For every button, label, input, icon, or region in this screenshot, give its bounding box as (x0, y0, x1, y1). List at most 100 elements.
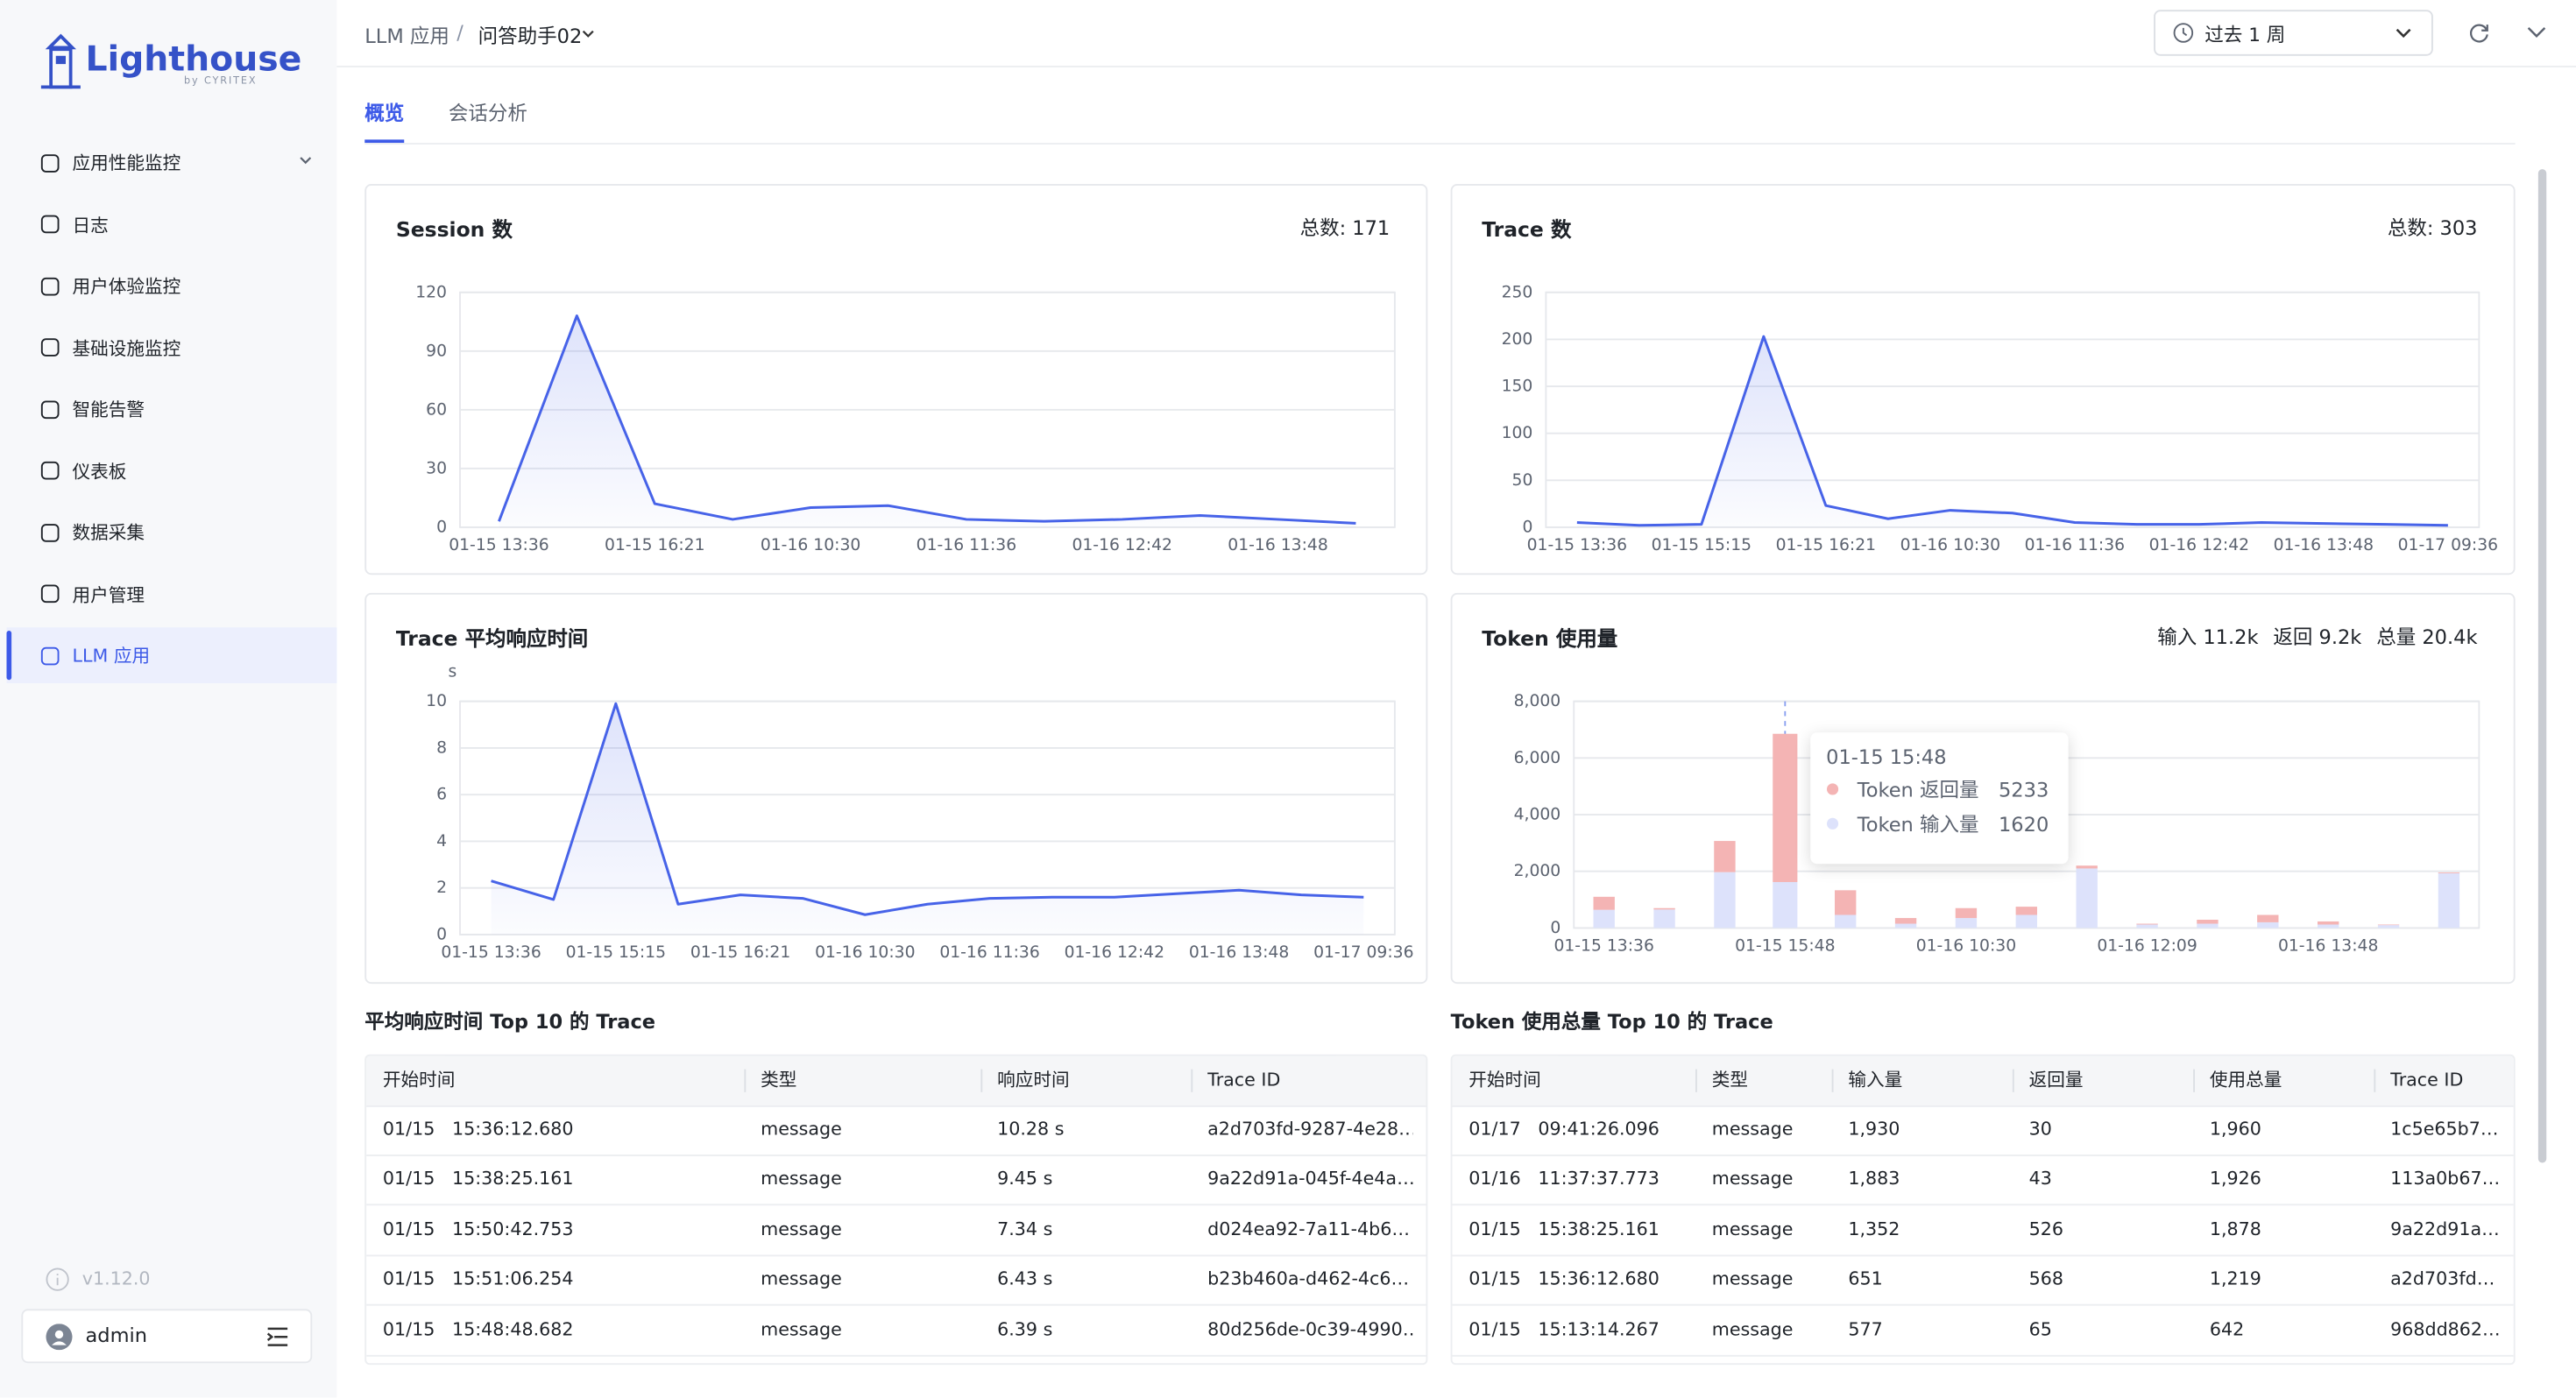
column-header: 响应时间 (997, 1069, 1070, 1091)
x-tick-label: 01-16 10:30 (761, 536, 860, 554)
table-row[interactable]: 01/15 15:38:25.161 message 1,352 526 1,878 9a… (1452, 1205, 2514, 1256)
user-box[interactable]: admin (21, 1309, 313, 1364)
summary-item: 总数: 171 (1299, 216, 1391, 240)
bar (2438, 872, 2460, 928)
menu-item[interactable]: 基础设施监控 (7, 320, 337, 376)
tab-sessions[interactable]: 会话分析 (448, 102, 527, 125)
tooltip-value: 1620 (1998, 812, 2049, 836)
bar (1653, 909, 1675, 928)
y-tick-label: 90 (426, 342, 447, 360)
menu-label: 智能告警 (72, 399, 145, 420)
chart-title: Trace 数 (1482, 216, 1572, 242)
table-cell: 01/15 15:36:12.680 (382, 1118, 574, 1140)
menu-item[interactable]: 用户体验监控 (7, 258, 337, 314)
table-row[interactable]: 01/15 15:36:12.680 message 10.28 s a2d703fd… (366, 1105, 1426, 1156)
summary-item: 总量 20.4k (2376, 625, 2478, 649)
y-tick-label: 10 (426, 692, 447, 710)
y-tick-label: 0 (1522, 518, 1532, 536)
chart: 0 50 100 150 200 250 01-15 13:36 01-15 15:15 01-… (1502, 283, 2499, 554)
column-separator (1695, 1069, 1697, 1092)
menu-label: LLM 应用 (72, 645, 151, 667)
sidebar: Lighthouse by CYRITEX 应用性能监控 日志用户体验监控 基础设施… (0, 0, 337, 1398)
menu-item[interactable]: LLM 应用 (6, 627, 337, 683)
x-tick-label: 01-17 09:36 (1313, 943, 1413, 962)
table-cell: 01/15 15:50:42.753 (382, 1218, 574, 1240)
table-cell: 30 (2028, 1118, 2052, 1140)
table-cell: 6.43 s (997, 1267, 1053, 1290)
table-row[interactable]: 01/15 15:50:42.753 message 7.34 s d024ea92-… (366, 1205, 1426, 1256)
tab-overview[interactable]: 概览 (364, 102, 405, 125)
table: 开始时间 类型 响应时间 Trace ID 01/15 15:36:12.680 mess… (364, 1054, 1428, 1366)
table-cell: 1,930 (1848, 1118, 1900, 1140)
x-tick-label: 01-16 10:30 (1900, 536, 2000, 554)
x-tick-label: 01-15 13:36 (1553, 937, 1653, 956)
menu-icon (40, 338, 60, 357)
column-header: 开始时间 (1468, 1069, 1541, 1091)
line (498, 314, 1356, 525)
menu-chevron[interactable] (299, 154, 312, 167)
breadcrumb-chevron[interactable] (582, 28, 595, 41)
table-cell: b23b460a-d462-4c6… (1207, 1267, 1410, 1290)
menu-icon (40, 276, 60, 295)
table-row[interactable]: 01/16 11:37:37.773 message 1,883 43 1,926 113… (1452, 1155, 2514, 1206)
x-tick-label: 01-16 12:42 (2149, 536, 2249, 554)
bar (2377, 924, 2400, 926)
chart-panel: Trace 平均响应时间 0 2 4 6 8 10 s 01-15 13:36 01-15 15:… (364, 592, 1428, 985)
refresh-icon[interactable] (2467, 21, 2490, 44)
menu-label: 应用性能监控 (72, 152, 181, 174)
menu-label: 用户管理 (72, 583, 145, 605)
collapse-icon[interactable] (266, 1327, 289, 1347)
tooltip-row: Token 返回量 5233 (1826, 775, 2051, 803)
column-separator (744, 1069, 747, 1092)
menu-icon (40, 461, 60, 480)
x-tick-label: 01-15 16:21 (605, 536, 704, 554)
table-cell: 01/17 09:41:26.096 (1468, 1118, 1660, 1140)
x-tick-label: 01-16 13:48 (2274, 536, 2374, 554)
table-cell: 113a0b67… (2390, 1168, 2501, 1190)
table-cell: d024ea92-7a11-4b6… (1207, 1218, 1411, 1240)
y-tick-label: 8,000 (1514, 692, 1561, 710)
chart-title: Session 数 (395, 216, 513, 242)
menu-item[interactable]: 应用性能监控 (7, 135, 337, 191)
table-row[interactable]: 01/15 15:51:06.254 message 6.43 s b23b460a-… (366, 1255, 1426, 1306)
logo-sub: by CYRITEX (184, 75, 258, 88)
table-row[interactable]: 01/15 15:38:25.161 message 9.45 s 9a22d91a-… (366, 1155, 1426, 1206)
chart-panel: Token 使用量 输入 11.2k 返回 9.2k 总量 20.4k 0 2,000 4,… (1450, 592, 2516, 985)
y-tick-label: 200 (1502, 330, 1533, 349)
logo-text: Lighthouse (85, 39, 302, 79)
bar (2197, 919, 2219, 924)
legend-dot (1826, 817, 1838, 830)
table-row[interactable]: 01/15 15:36:12.680 message 651 568 1,219 a2d7… (1452, 1255, 2514, 1306)
breadcrumb-current[interactable]: 问答助手02 (478, 25, 583, 48)
menu-item[interactable]: 仪表板 (7, 442, 337, 498)
table-cell: 577 (1848, 1317, 1883, 1340)
y-tick-label: 2 (436, 879, 447, 897)
column-separator (1831, 1069, 1834, 1092)
table-cell: 9.45 s (997, 1168, 1053, 1190)
table-row[interactable]: 01/15 15:13:14.267 message 577 65 642 968dd86… (1452, 1305, 2514, 1356)
time-picker[interactable]: 过去 1 周 (2154, 10, 2433, 56)
table-cell: message (761, 1267, 842, 1290)
table-row[interactable]: 01/15 15:48:48.682 message 6.39 s 80d256de-… (366, 1305, 1426, 1356)
table-row[interactable]: 01/17 09:41:26.096 message 1,930 30 1,960 1c5… (1452, 1105, 2514, 1156)
menu-item[interactable]: 数据采集 (7, 505, 337, 561)
table-cell: 526 (2028, 1218, 2063, 1240)
x-tick-label: 01-15 15:15 (1652, 536, 1752, 554)
table-title: Token 使用总量 Top 10 的 Trace (1450, 1010, 1773, 1034)
breadcrumb-root[interactable]: LLM 应用 (364, 25, 449, 48)
time-range: 过去 1 周 (2204, 23, 2286, 46)
more-chevron[interactable] (2527, 25, 2547, 41)
bar (1894, 918, 1917, 924)
menu-item[interactable]: 用户管理 (7, 566, 337, 622)
tooltip-row: Token 输入量 1620 (1826, 809, 2051, 837)
version: v1.12.0 (81, 1267, 151, 1289)
menu-item[interactable]: 智能告警 (7, 381, 337, 437)
table-cell: message (1711, 1118, 1794, 1140)
y-tick-label: 60 (426, 400, 447, 419)
scrollbar[interactable] (2537, 169, 2547, 1163)
menu-item[interactable]: 日志 (7, 196, 337, 252)
menu-label: 日志 (72, 214, 109, 237)
column-header: Trace ID (2390, 1069, 2464, 1091)
chart-title: Trace 平均响应时间 (395, 625, 589, 651)
